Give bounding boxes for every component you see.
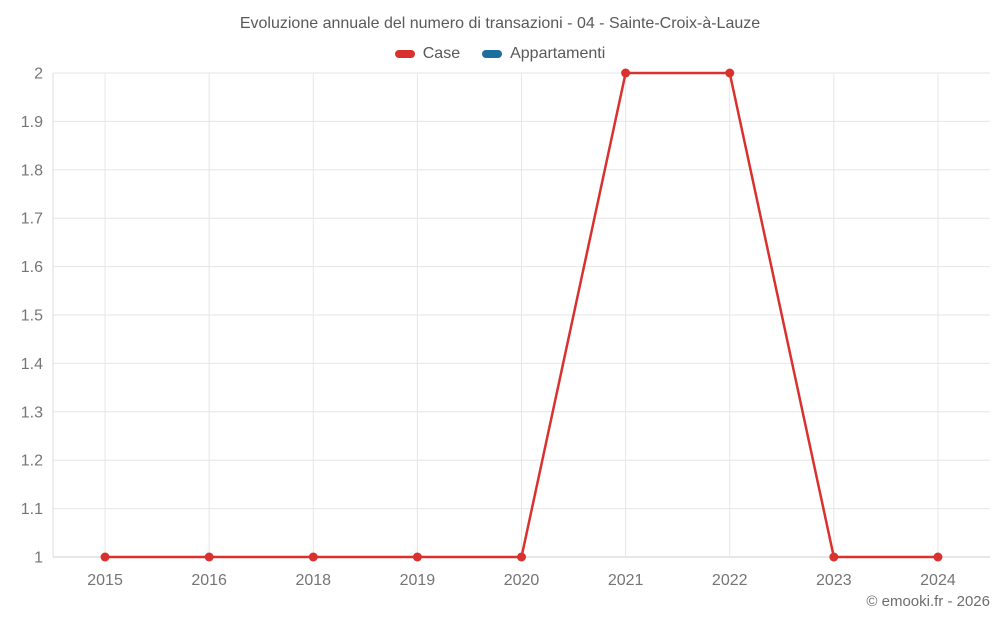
watermark-credit: © emooki.fr - 2026 bbox=[866, 593, 990, 610]
legend-swatch-case-icon bbox=[394, 50, 415, 58]
y-axis-tick-label: 1.8 bbox=[21, 162, 43, 179]
y-axis-tick-label: 1.1 bbox=[21, 501, 43, 518]
data-point-case[interactable] bbox=[204, 552, 214, 562]
y-axis-tick-label: 1.6 bbox=[21, 259, 43, 276]
x-axis-tick-label: 2021 bbox=[608, 572, 644, 589]
y-axis-tick-label: 1.7 bbox=[21, 211, 43, 228]
data-point-case[interactable] bbox=[308, 552, 318, 562]
data-point-case[interactable] bbox=[725, 68, 735, 78]
y-axis-tick-label: 1.3 bbox=[21, 404, 43, 421]
y-axis-tick-label: 1 bbox=[34, 550, 43, 567]
x-axis-tick-label: 2024 bbox=[920, 572, 956, 589]
x-axis-tick-label: 2023 bbox=[816, 572, 852, 589]
data-point-case[interactable] bbox=[829, 552, 839, 562]
legend-item-case[interactable]: Case bbox=[394, 45, 461, 63]
legend: Case Appartamenti bbox=[0, 45, 1000, 63]
data-point-case[interactable] bbox=[517, 552, 526, 562]
x-axis-tick-label: 2016 bbox=[191, 572, 227, 589]
x-axis-tick-label: 2018 bbox=[295, 572, 331, 589]
y-axis-tick-label: 2 bbox=[34, 66, 43, 83]
data-point-case[interactable] bbox=[100, 552, 110, 562]
data-point-case[interactable] bbox=[933, 552, 943, 562]
chart-title: Evoluzione annuale del numero di transaz… bbox=[239, 15, 761, 32]
data-point-case[interactable] bbox=[621, 68, 631, 78]
legend-swatch-appartamenti-icon bbox=[482, 50, 503, 58]
y-axis-tick-label: 1.5 bbox=[21, 308, 43, 325]
x-axis-tick-label: 2019 bbox=[400, 572, 436, 589]
x-axis-tick-label: 2015 bbox=[87, 572, 123, 589]
legend-label-case: Case bbox=[422, 45, 461, 62]
legend-label-appartamenti: Appartamenti bbox=[510, 45, 606, 62]
legend-item-appartamenti[interactable]: Appartamenti bbox=[482, 45, 605, 63]
x-axis-tick-label: 2022 bbox=[712, 572, 748, 589]
y-axis-tick-label: 1.4 bbox=[21, 356, 43, 373]
data-point-case[interactable] bbox=[412, 552, 422, 562]
x-axis-tick-label: 2020 bbox=[504, 572, 540, 589]
y-axis-tick-label: 1.9 bbox=[21, 114, 43, 131]
y-axis-tick-label: 1.2 bbox=[21, 453, 43, 470]
